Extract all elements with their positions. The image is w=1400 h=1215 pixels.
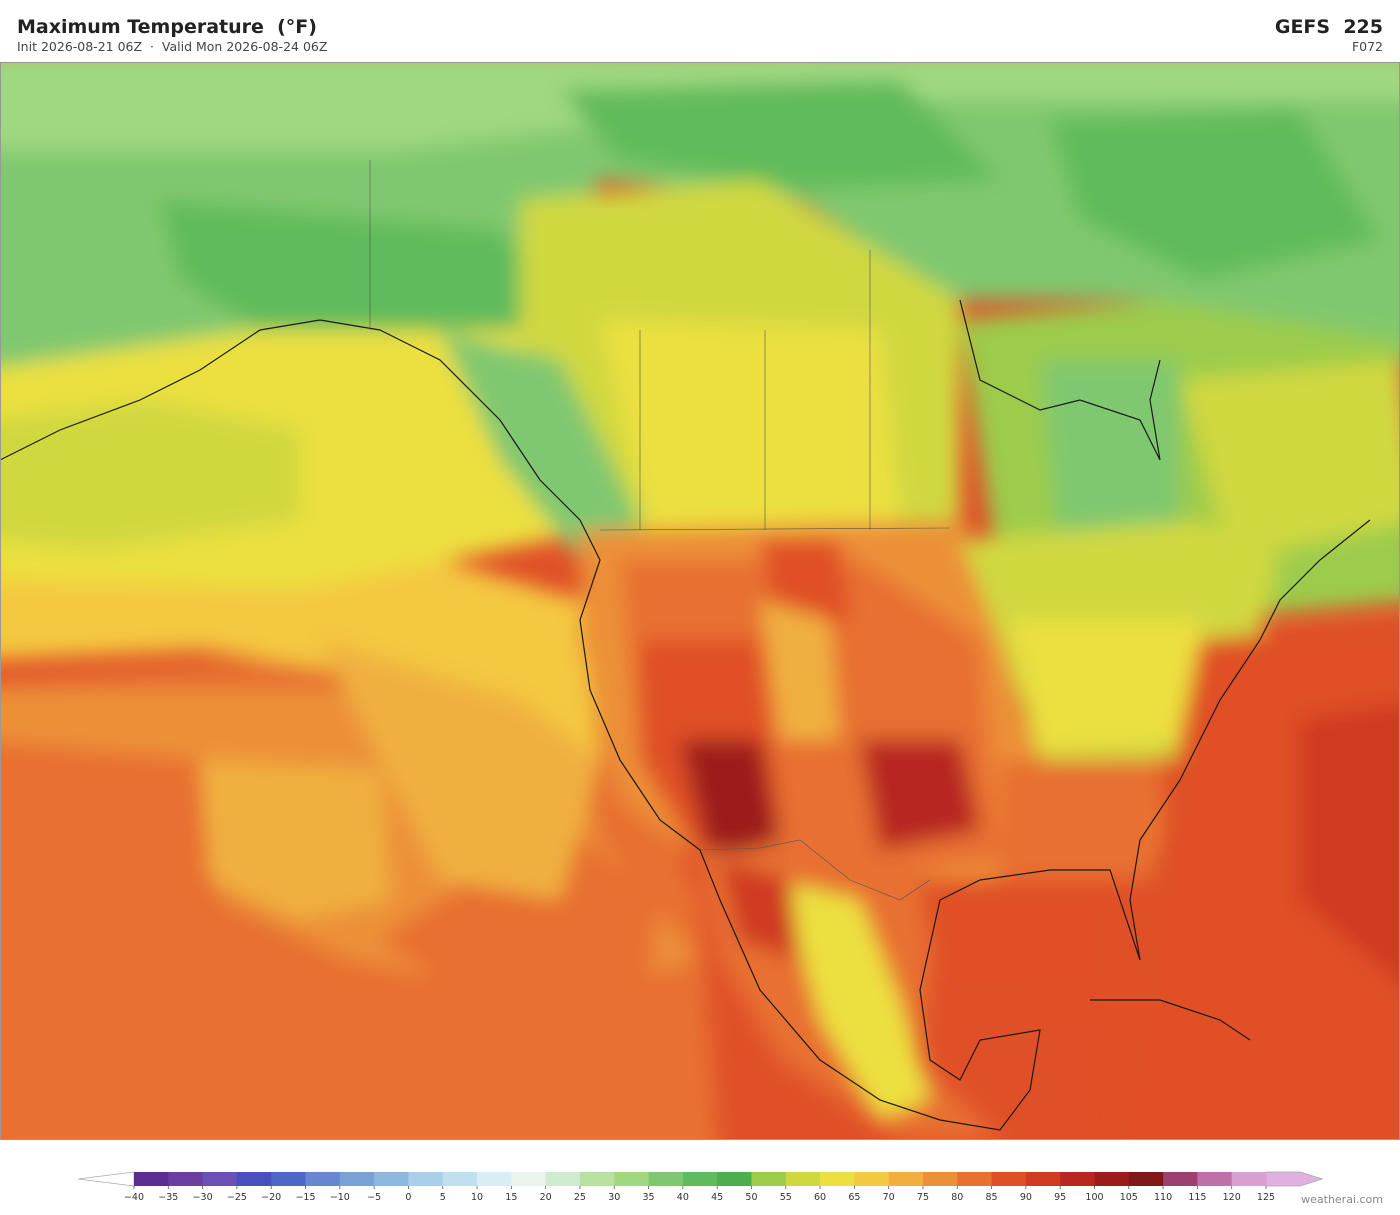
forecast-hour: F072 — [1351, 39, 1383, 54]
under-arrow — [77, 1171, 135, 1187]
tick-label: 5 — [440, 1192, 446, 1203]
color-bin — [202, 1172, 238, 1186]
tick-label: 100 — [1085, 1192, 1103, 1203]
tick-label: 50 — [745, 1192, 757, 1203]
color-bin — [477, 1172, 512, 1186]
tick-label: 95 — [1054, 1192, 1066, 1203]
temperature-field — [0, 62, 1400, 1140]
tick-label: −20 — [261, 1192, 281, 1203]
tick-label: −30 — [193, 1192, 213, 1203]
tick-label: 65 — [848, 1192, 860, 1203]
model-label: GEFS 225 — [1274, 16, 1383, 38]
tick-label: 55 — [780, 1192, 792, 1203]
color-bin — [717, 1172, 752, 1186]
color-bin — [1128, 1172, 1164, 1186]
tick-label: −15 — [295, 1192, 315, 1203]
color-bin — [1163, 1172, 1198, 1186]
color-bin — [339, 1172, 375, 1186]
color-bin — [134, 1172, 169, 1186]
tick-label: 25 — [574, 1192, 586, 1203]
colorbar: −40 −35 −30 −25 −20 −15 −10 −5 0 5 10 15 20 25 30 35 40 4… — [77, 1171, 1324, 1203]
color-bin — [922, 1172, 958, 1186]
color-bin — [442, 1172, 478, 1186]
color-bin — [511, 1172, 547, 1186]
color-bin — [820, 1172, 855, 1186]
tick-label: −10 — [330, 1192, 350, 1203]
color-bin — [168, 1172, 204, 1186]
color-bin — [682, 1172, 718, 1186]
color-bin — [408, 1172, 444, 1186]
color-bin — [1025, 1172, 1061, 1186]
color-bin — [1060, 1172, 1095, 1186]
color-bin — [751, 1172, 787, 1186]
coastline — [0, 299, 1371, 1131]
tick-label: 0 — [405, 1192, 411, 1203]
tick-label: 20 — [540, 1192, 552, 1203]
tick-label: 80 — [951, 1192, 963, 1203]
tick-label: −40 — [124, 1192, 144, 1203]
color-bin — [991, 1172, 1027, 1186]
tick-label: 120 — [1223, 1192, 1241, 1203]
credit: weatherai.com — [1301, 1193, 1383, 1206]
tick-label: 60 — [814, 1192, 826, 1203]
color-bin — [648, 1172, 684, 1186]
tick-label: −5 — [367, 1192, 381, 1203]
tick-label: 115 — [1188, 1192, 1206, 1203]
title: Maximum Temperature (°F) — [17, 16, 317, 38]
color-bin — [957, 1172, 993, 1186]
color-bin — [854, 1172, 890, 1186]
color-bin — [614, 1172, 650, 1186]
tick-label: 45 — [711, 1192, 723, 1203]
color-bin — [236, 1172, 272, 1186]
color-bin — [579, 1172, 615, 1186]
tick-label: 40 — [677, 1192, 689, 1203]
tick-label: 10 — [471, 1192, 483, 1203]
tick-label: −35 — [158, 1192, 178, 1203]
color-bin — [374, 1172, 409, 1186]
tick-label: 90 — [1020, 1192, 1032, 1203]
color-bin — [271, 1172, 307, 1186]
tick-label: 35 — [642, 1192, 654, 1203]
subtitle: Init 2026-08-21 06Z · Valid Mon 2026-08-… — [17, 39, 328, 54]
map — [0, 62, 1400, 1140]
color-bin — [305, 1172, 341, 1186]
color-bin — [1197, 1172, 1233, 1186]
color-bin — [888, 1172, 924, 1186]
over-arrow — [1265, 1171, 1324, 1187]
tick-label: 85 — [986, 1192, 998, 1203]
color-bin — [1231, 1172, 1267, 1186]
tick-label: 75 — [917, 1192, 929, 1203]
color-bin — [1094, 1172, 1130, 1186]
color-bin — [785, 1172, 821, 1186]
tick-label: 15 — [505, 1192, 517, 1203]
borders — [369, 160, 951, 901]
tick-label: 70 — [883, 1192, 895, 1203]
tick-label: 125 — [1257, 1192, 1275, 1203]
tick-label: −25 — [227, 1192, 247, 1203]
color-bin — [545, 1172, 581, 1186]
tick-label: 105 — [1120, 1192, 1138, 1203]
tick-label: 110 — [1154, 1192, 1172, 1203]
tick-label: 30 — [608, 1192, 620, 1203]
